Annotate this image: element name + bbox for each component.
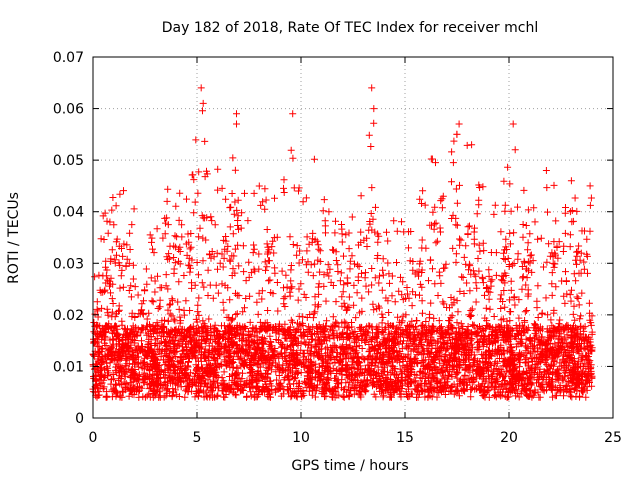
data-points xyxy=(89,84,596,401)
axis-ticks xyxy=(92,56,614,419)
x-tick-label: 5 xyxy=(193,430,202,446)
y-tick-label: 0.07 xyxy=(53,50,84,66)
x-tick-label: 0 xyxy=(89,430,98,446)
x-tick-label: 10 xyxy=(292,430,310,446)
y-tick-label: 0.03 xyxy=(53,256,84,272)
x-tick-label: 15 xyxy=(396,430,414,446)
y-tick-label: 0.04 xyxy=(53,205,84,221)
y-tick-label: 0 xyxy=(75,411,84,427)
roti-point-markers xyxy=(89,84,596,401)
y-tick-label: 0.02 xyxy=(53,308,84,324)
y-axis-label: ROTI / TECUs xyxy=(6,192,22,284)
y-tick-label: 0.01 xyxy=(53,359,84,375)
grid-lines xyxy=(93,57,613,418)
x-tick-label: 20 xyxy=(500,430,518,446)
y-tick-labels: 0 0.01 0.02 0.03 0.04 0.05 0.06 0.07 xyxy=(53,50,84,427)
x-tick-labels: 0 5 10 15 20 25 xyxy=(89,430,622,446)
y-tick-label: 0.06 xyxy=(53,102,84,118)
plot-frame xyxy=(92,56,614,419)
x-axis-label: GPS time / hours xyxy=(291,458,408,474)
x-tick-label: 25 xyxy=(604,430,622,446)
y-tick-label: 0.05 xyxy=(53,153,84,169)
chart-title: Day 182 of 2018, Rate Of TEC Index for r… xyxy=(162,20,538,36)
